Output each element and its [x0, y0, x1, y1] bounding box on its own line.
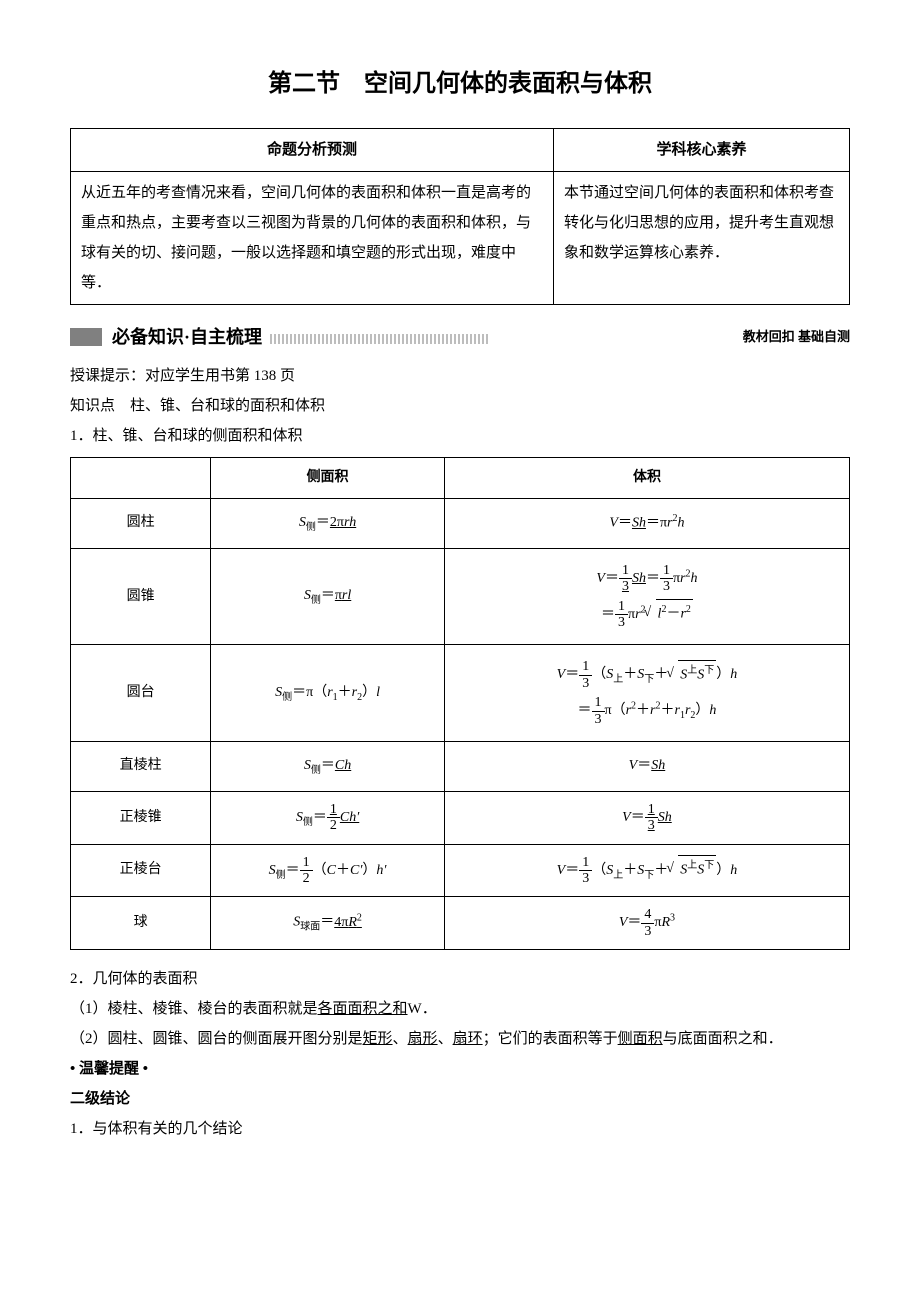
banner-bar-icon — [70, 328, 102, 346]
analysis-col1-body: 从近五年的考查情况来看，空间几何体的表面积和体积一直是高考的重点和热点，主要考查… — [71, 172, 554, 305]
banner-trail-icon — [270, 334, 490, 344]
formula-table: 侧面积 体积 圆柱 S侧＝2πrh V＝Sh＝πr2h 圆锥 S侧＝πrl V＝… — [70, 457, 850, 950]
row-name: 正棱台 — [71, 844, 211, 897]
p2a-pre: （1）棱柱、棱锥、棱台的表面积就是 — [70, 1001, 318, 1017]
p2b-u2: 扇形 — [408, 1031, 438, 1047]
ft-h1: 侧面积 — [211, 458, 445, 499]
table-row: 正棱锥 S侧＝12Ch′ V＝13Sh — [71, 791, 850, 844]
p2a-underline: 各面面积之和 — [318, 1001, 408, 1017]
p2b-u4: 侧面积 — [618, 1031, 663, 1047]
row-volume: V＝43πR3 — [444, 897, 849, 950]
row-volume: V＝13Sh＝13πr2h ＝13πr2l2－r2 — [444, 548, 849, 645]
row-name: 球 — [71, 897, 211, 950]
analysis-table: 命题分析预测 学科核心素养 从近五年的考查情况来看，空间几何体的表面积和体积一直… — [70, 128, 850, 305]
p2b-sep1: 、 — [393, 1031, 408, 1047]
row-name: 直棱柱 — [71, 741, 211, 791]
p2b-pre: （2）圆柱、圆锥、圆台的侧面展开图分别是 — [70, 1031, 363, 1047]
analysis-col2-header: 学科核心素养 — [553, 129, 849, 172]
point-2b: （2）圆柱、圆锥、圆台的侧面展开图分别是矩形、扇形、扇环；它们的表面积等于侧面积… — [70, 1024, 850, 1054]
row-lateral: S侧＝2πrh — [211, 499, 445, 549]
knowledge-point: 知识点 柱、锥、台和球的面积和体积 — [70, 391, 850, 421]
ft-h2: 体积 — [444, 458, 849, 499]
row-name: 圆柱 — [71, 499, 211, 549]
table-row: 圆台 S侧＝π（r1＋r2）l V＝13（S上＋S下＋S上S下）h ＝13π（r… — [71, 645, 850, 742]
p2b-u3: 扇环 — [453, 1031, 483, 1047]
section-banner: 必备知识·自主梳理 教材回扣 基础自测 — [70, 319, 850, 355]
table-row: 直棱柱 S侧＝Ch V＝Sh — [71, 741, 850, 791]
row-volume: V＝13Sh — [444, 791, 849, 844]
table-row: 球 S球面＝4πR2 V＝43πR3 — [71, 897, 850, 950]
p2b-u1: 矩形 — [363, 1031, 393, 1047]
secondary-conclusion: 二级结论 — [70, 1084, 850, 1114]
point-2: 2．几何体的表面积 — [70, 964, 850, 994]
ft-h0 — [71, 458, 211, 499]
row-name: 正棱锥 — [71, 791, 211, 844]
row-lateral: S侧＝π（r1＋r2）l — [211, 645, 445, 742]
point-1: 1．柱、锥、台和球的侧面积和体积 — [70, 421, 850, 451]
row-lateral: S侧＝Ch — [211, 741, 445, 791]
analysis-col2-body: 本节通过空间几何体的表面积和体积考查转化与化归思想的应用，提升考生直观想象和数学… — [553, 172, 849, 305]
point-2a: （1）棱柱、棱锥、棱台的表面积就是各面面积之和W． — [70, 994, 850, 1024]
row-volume: V＝13（S上＋S下＋S上S下）h ＝13π（r2＋r2＋r1r2）h — [444, 645, 849, 742]
row-lateral: S侧＝12Ch′ — [211, 791, 445, 844]
p2b-sep2: 、 — [438, 1031, 453, 1047]
row-name: 圆台 — [71, 645, 211, 742]
row-lateral: S侧＝12（C＋C′）h′ — [211, 844, 445, 897]
row-lateral: S侧＝πrl — [211, 548, 445, 645]
analysis-col1-header: 命题分析预测 — [71, 129, 554, 172]
table-row: 正棱台 S侧＝12（C＋C′）h′ V＝13（S上＋S下＋S上S下）h — [71, 844, 850, 897]
row-volume: V＝Sh — [444, 741, 849, 791]
p2b-post: 与底面面积之和． — [663, 1031, 783, 1047]
p2a-post: W． — [408, 1001, 437, 1017]
table-row: 圆柱 S侧＝2πrh V＝Sh＝πr2h — [71, 499, 850, 549]
warm-reminder: • 温馨提醒 • — [70, 1054, 850, 1084]
p2b-mid: ；它们的表面积等于 — [483, 1031, 618, 1047]
row-volume: V＝13（S上＋S下＋S上S下）h — [444, 844, 849, 897]
point-3: 1．与体积有关的几个结论 — [70, 1114, 850, 1144]
row-name: 圆锥 — [71, 548, 211, 645]
page-title: 第二节 空间几何体的表面积与体积 — [70, 60, 850, 108]
row-lateral: S球面＝4πR2 — [211, 897, 445, 950]
banner-right: 教材回扣 基础自测 — [743, 324, 850, 350]
row-volume: V＝Sh＝πr2h — [444, 499, 849, 549]
table-row: 圆锥 S侧＝πrl V＝13Sh＝13πr2h ＝13πr2l2－r2 — [71, 548, 850, 645]
teaching-tip: 授课提示：对应学生用书第 138 页 — [70, 361, 850, 391]
banner-title: 必备知识·自主梳理 — [112, 319, 262, 355]
